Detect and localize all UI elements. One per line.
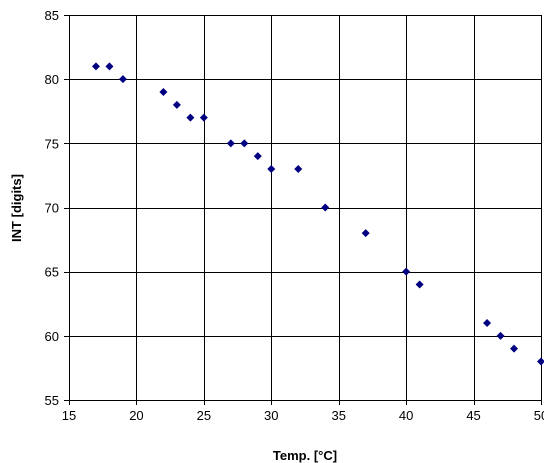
data-point [415, 280, 424, 289]
data-point [496, 331, 505, 340]
x-axis-tick-labels: 15 20 25 30 35 40 45 50 [62, 408, 544, 423]
data-point [186, 113, 195, 122]
y-tick-label: 65 [45, 265, 59, 280]
data-point [172, 100, 181, 109]
data-point [321, 203, 330, 212]
data-point [267, 165, 276, 173]
data-point [199, 113, 208, 122]
data-point [537, 357, 544, 366]
data-point [483, 319, 492, 327]
x-tick-label: 30 [264, 408, 278, 423]
x-tick-label: 45 [466, 408, 480, 423]
data-point [361, 229, 370, 238]
data-point [118, 75, 127, 84]
x-tick-label: 35 [331, 408, 345, 423]
data-point [91, 62, 100, 71]
x-tick-label: 25 [197, 408, 211, 423]
data-point [294, 165, 303, 173]
y-axis-tick-labels: 55 60 65 70 75 80 85 [45, 8, 59, 408]
y-tick-label: 75 [45, 136, 59, 151]
data-point [253, 152, 262, 161]
x-axis-title: Temp. [°C] [273, 448, 337, 463]
data-point [402, 267, 411, 276]
y-tick-label: 80 [45, 72, 59, 87]
x-tick-label: 20 [129, 408, 143, 423]
data-point [159, 88, 168, 96]
x-tick-label: 50 [534, 408, 544, 423]
x-tick-label: 40 [399, 408, 413, 423]
data-point [510, 344, 519, 353]
data-point [226, 139, 235, 148]
data-points [91, 62, 544, 366]
y-tick-label: 55 [45, 393, 59, 408]
data-point [240, 139, 249, 148]
x-tick-label: 15 [62, 408, 76, 423]
grid [64, 15, 542, 405]
plot-area-frame [69, 15, 542, 401]
y-tick-label: 60 [45, 329, 59, 344]
y-tick-label: 85 [45, 8, 59, 23]
y-axis-title: INT [digits] [9, 174, 24, 242]
y-tick-label: 70 [45, 201, 59, 216]
data-point [105, 62, 114, 71]
